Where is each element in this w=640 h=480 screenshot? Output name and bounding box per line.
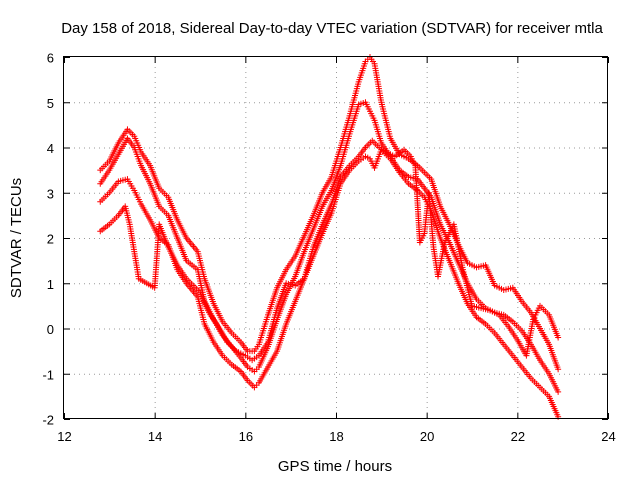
x-tick-label: 14 (148, 429, 162, 444)
x-tick-label: 16 (239, 429, 253, 444)
x-tick-label: 22 (511, 429, 525, 444)
y-tick-marks (64, 57, 608, 420)
x-tick-labels: 12 14 16 18 20 22 24 (57, 429, 615, 444)
y-tick-label: 1 (47, 277, 54, 292)
x-tick-label: 20 (420, 429, 434, 444)
x-axis-title: GPS time / hours (278, 458, 392, 475)
data-point (555, 366, 562, 373)
plot-frame (63, 56, 608, 419)
y-tick-labels: -2 -1 0 1 2 3 4 5 6 (42, 51, 54, 428)
data-point (555, 334, 562, 341)
y-tick-label: 6 (47, 51, 54, 66)
y-tick-label: 3 (47, 186, 54, 201)
y-tick-label: 0 (47, 322, 54, 337)
chart-title: Day 158 of 2018, Sidereal Day-to-day VTE… (61, 20, 603, 37)
series-track-d (97, 137, 562, 364)
data-point (555, 388, 562, 395)
y-tick-label: 5 (47, 96, 54, 111)
y-tick-label: 4 (47, 141, 54, 156)
y-tick-label: -2 (42, 413, 54, 428)
y-tick-label: 2 (47, 232, 54, 247)
grid (64, 57, 608, 419)
y-axis-title: SDTVAR / TECUs (8, 178, 25, 298)
y-tick-label: -1 (42, 367, 54, 382)
data-series (97, 54, 562, 420)
x-tick-label: 12 (57, 429, 71, 444)
x-tick-label: 24 (601, 429, 615, 444)
series-track-a (97, 54, 562, 373)
x-tick-label: 18 (329, 429, 343, 444)
